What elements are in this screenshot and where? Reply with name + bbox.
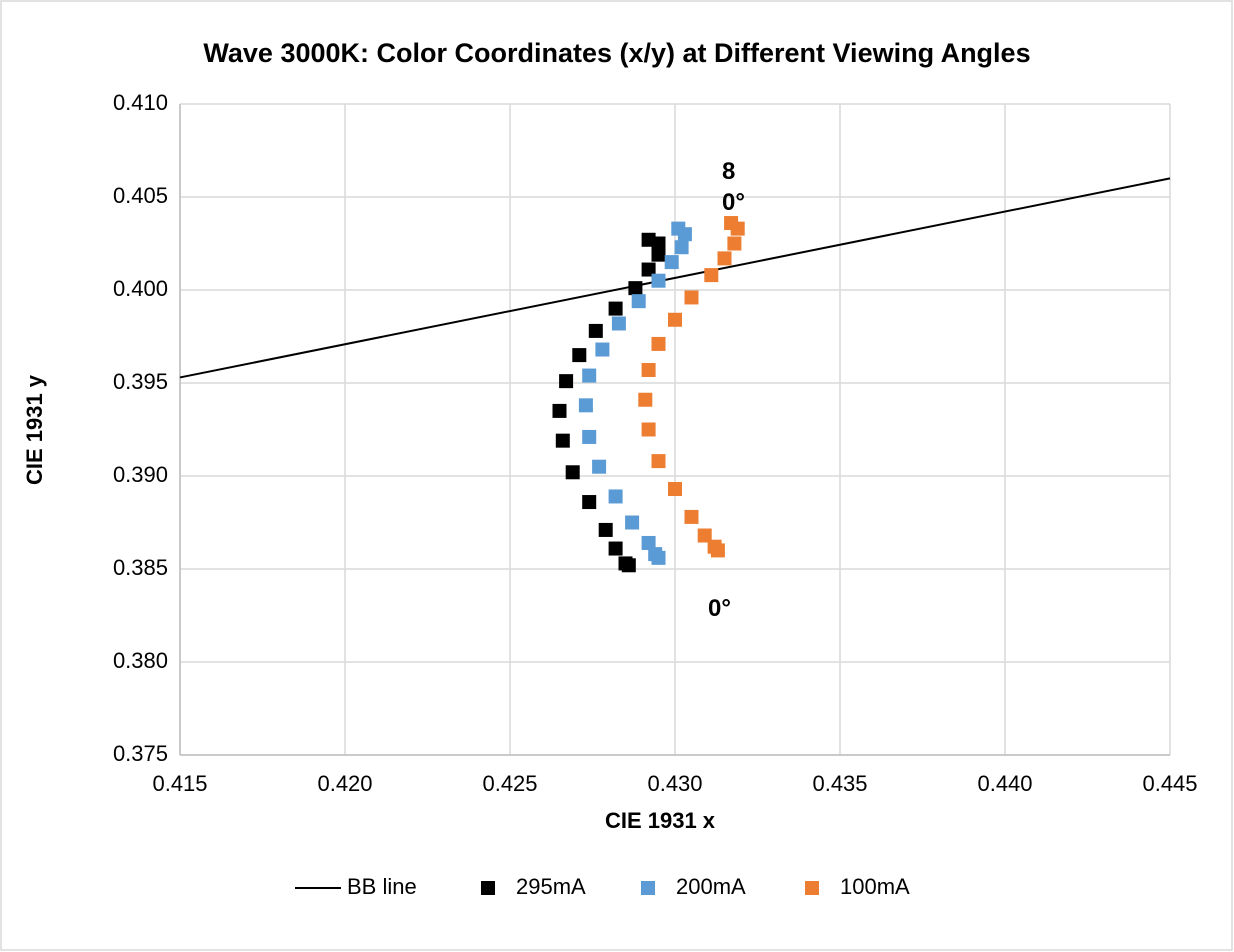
- point: [588, 323, 603, 338]
- y-tick-label: 0.385: [113, 555, 168, 580]
- point: [651, 454, 666, 469]
- point: [552, 403, 567, 418]
- point: [684, 290, 699, 305]
- point: [611, 316, 626, 331]
- y-axis-label: CIE 1931 y: [22, 374, 47, 485]
- point: [565, 465, 580, 480]
- x-tick-label: 0.435: [812, 771, 867, 796]
- point: [668, 482, 682, 497]
- point: [572, 348, 587, 363]
- point: [668, 312, 682, 327]
- legend-marker: [481, 881, 495, 895]
- point: [651, 550, 666, 565]
- point: [595, 342, 610, 357]
- point: [582, 495, 597, 510]
- point: [641, 262, 656, 277]
- chart-title: Wave 3000K: Color Coordinates (x/y) at D…: [203, 38, 1030, 68]
- x-tick-label: 0.430: [647, 771, 702, 796]
- point: [727, 236, 742, 251]
- point: [582, 368, 597, 383]
- point: [582, 429, 597, 444]
- point: [559, 374, 574, 389]
- y-tick-label: 0.395: [113, 369, 168, 394]
- annotation: 0°: [708, 595, 731, 622]
- point: [684, 509, 699, 524]
- point: [730, 221, 745, 236]
- point: [641, 422, 656, 437]
- point: [651, 236, 666, 251]
- x-tick-label: 0.425: [482, 771, 537, 796]
- point: [608, 489, 623, 504]
- legend-label: 295mA: [516, 874, 586, 899]
- point: [631, 294, 646, 309]
- point: [641, 362, 656, 377]
- legend-label: 200mA: [676, 874, 746, 899]
- point: [555, 433, 570, 448]
- x-tick-label: 0.440: [977, 771, 1032, 796]
- x-axis-label: CIE 1931 x: [605, 808, 716, 833]
- point: [651, 247, 666, 262]
- y-tick-label: 0.380: [113, 648, 168, 673]
- x-tick-label: 0.415: [152, 771, 207, 796]
- y-tick-label: 0.390: [113, 462, 168, 487]
- bb-line: [179, 177, 1171, 379]
- y-tick-label: 0.400: [113, 276, 168, 301]
- point: [664, 255, 679, 270]
- point: [710, 543, 725, 558]
- point: [628, 281, 643, 296]
- point: [638, 392, 653, 407]
- point: [641, 535, 656, 550]
- point: [625, 515, 640, 530]
- x-tick-label: 0.445: [1142, 771, 1197, 796]
- x-tick-label: 0.420: [317, 771, 372, 796]
- point: [677, 227, 692, 242]
- point: [578, 398, 593, 413]
- y-tick-label: 0.410: [113, 90, 168, 115]
- point: [697, 528, 712, 543]
- annotation: 80°: [722, 158, 745, 216]
- legend-marker: [805, 881, 819, 895]
- point: [592, 459, 607, 474]
- legend-label: 100mA: [840, 874, 910, 899]
- point: [704, 268, 719, 283]
- y-tick-label: 0.405: [113, 183, 168, 208]
- legend-label: BB line: [347, 874, 417, 899]
- point: [717, 251, 732, 266]
- point: [621, 558, 636, 573]
- point: [651, 273, 666, 288]
- point: [598, 522, 613, 537]
- point: [651, 336, 666, 351]
- point: [674, 240, 689, 255]
- point: [608, 541, 623, 556]
- point: [608, 301, 623, 316]
- legend-marker: [641, 881, 655, 895]
- y-tick-label: 0.375: [113, 741, 168, 766]
